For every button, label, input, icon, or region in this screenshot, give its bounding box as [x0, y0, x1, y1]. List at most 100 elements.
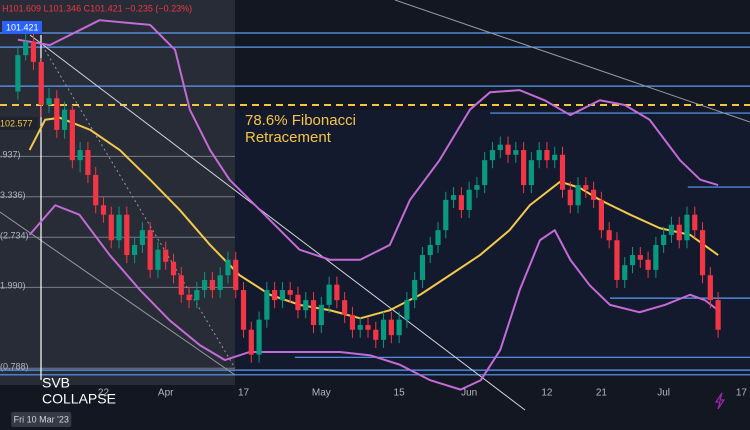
- candle-body: [388, 319, 394, 336]
- candle-body: [186, 294, 192, 301]
- crosshair-label: Fri 10 Mar '23: [14, 414, 69, 424]
- candle-body: [692, 214, 698, 231]
- indicator-layer: [17, 19, 719, 391]
- candle-body: [310, 300, 317, 326]
- candle-body: [248, 329, 254, 355]
- candle-body: [233, 259, 239, 291]
- candle-body: [435, 230, 441, 245]
- trendline: [44, 49, 236, 369]
- x-tick-label: Jun: [461, 388, 477, 399]
- candle-body: [240, 290, 247, 330]
- x-tick-label: 21: [596, 388, 608, 399]
- candle-body: [458, 195, 464, 210]
- candle-body: [552, 154, 558, 161]
- candle-body: [583, 185, 589, 190]
- candle-body: [46, 98, 52, 105]
- candle-body: [489, 150, 496, 161]
- price-tag: 101.421: [6, 22, 39, 32]
- candle-body: [264, 290, 270, 320]
- fib-label: (2.734): [0, 231, 29, 241]
- candle-body: [380, 319, 387, 340]
- candle-body: [513, 150, 519, 155]
- candle-body: [155, 249, 161, 270]
- candle-body: [622, 265, 628, 280]
- candle-body: [256, 319, 262, 355]
- candle-body: [279, 290, 286, 301]
- candle-body: [684, 214, 690, 241]
- candle-body: [272, 290, 278, 301]
- x-tick-label: 12: [541, 388, 553, 399]
- candle-body: [676, 224, 682, 241]
- candle-body: [217, 275, 223, 291]
- x-tick-label: 22: [98, 388, 110, 399]
- candle-body: [38, 61, 44, 105]
- annotation: 78.6% Fibonacci: [245, 112, 356, 129]
- annotation: SVB: [42, 375, 70, 391]
- candle-body: [108, 214, 114, 241]
- candle-body: [629, 255, 636, 266]
- x-tick-label: 17: [238, 388, 250, 399]
- candle-body: [520, 150, 527, 186]
- candle-body: [699, 230, 706, 276]
- candle-body: [653, 244, 659, 270]
- candle-body: [505, 144, 511, 155]
- candle-body: [342, 300, 348, 315]
- fib-label: .937): [0, 150, 21, 160]
- candle-body: [614, 240, 620, 280]
- candle-body: [637, 255, 643, 260]
- candle-body: [139, 230, 145, 245]
- candle-body: [163, 249, 169, 262]
- candle-body: [544, 150, 550, 161]
- candle-body: [303, 300, 309, 311]
- crosshair-label-box: [11, 412, 72, 427]
- candle-body: [326, 284, 332, 305]
- candle-body: [559, 154, 566, 190]
- candle-body: [334, 284, 340, 301]
- price-tag-box: [2, 21, 42, 34]
- candle-body: [349, 314, 356, 330]
- candle-body: [93, 174, 99, 206]
- x-tick-label: Apr: [158, 388, 174, 399]
- x-tick-label: 17: [736, 388, 748, 399]
- candle-body: [30, 41, 37, 62]
- indicator-line: [28, 204, 719, 391]
- text-layer: H101.609 L101.346 C101.421 −0.235 (−0.23…: [0, 3, 747, 427]
- x-tick-label: 15: [394, 388, 406, 399]
- candle-body: [591, 189, 597, 200]
- candle-body: [536, 150, 542, 161]
- candle-body: [23, 41, 29, 56]
- x-tick-label: May: [312, 388, 331, 399]
- indicator-line: [17, 19, 719, 261]
- candle-body: [396, 319, 402, 336]
- candle-body: [365, 325, 371, 330]
- candle-body: [404, 300, 410, 320]
- candle-body: [124, 214, 130, 256]
- candle-body: [69, 109, 75, 161]
- candle-body: [209, 279, 215, 291]
- event-icon: [714, 392, 726, 410]
- candle-body: [606, 230, 612, 241]
- candle-body: [715, 300, 721, 330]
- candle-body: [100, 205, 107, 215]
- price-tag: 102.577: [0, 118, 33, 128]
- candle-body: [466, 189, 472, 210]
- candle-body: [85, 150, 91, 175]
- ohlc-header: H101.609 L101.346 C101.421 −0.235 (−0.23…: [2, 3, 192, 13]
- candle-body: [15, 55, 21, 92]
- candle-body: [170, 261, 177, 276]
- candles-layer: [15, 30, 721, 363]
- trendline: [0, 211, 236, 376]
- candle-body: [194, 290, 200, 301]
- candle-body: [567, 189, 573, 206]
- candle-body: [131, 244, 138, 256]
- candle-body: [707, 275, 713, 301]
- fib-label: 3.336): [0, 190, 26, 200]
- candle-body: [645, 259, 651, 270]
- candle-body: [474, 185, 480, 190]
- candle-body: [202, 279, 208, 291]
- candle-body: [295, 294, 301, 311]
- candle-body: [116, 214, 122, 241]
- trendline: [394, 0, 750, 123]
